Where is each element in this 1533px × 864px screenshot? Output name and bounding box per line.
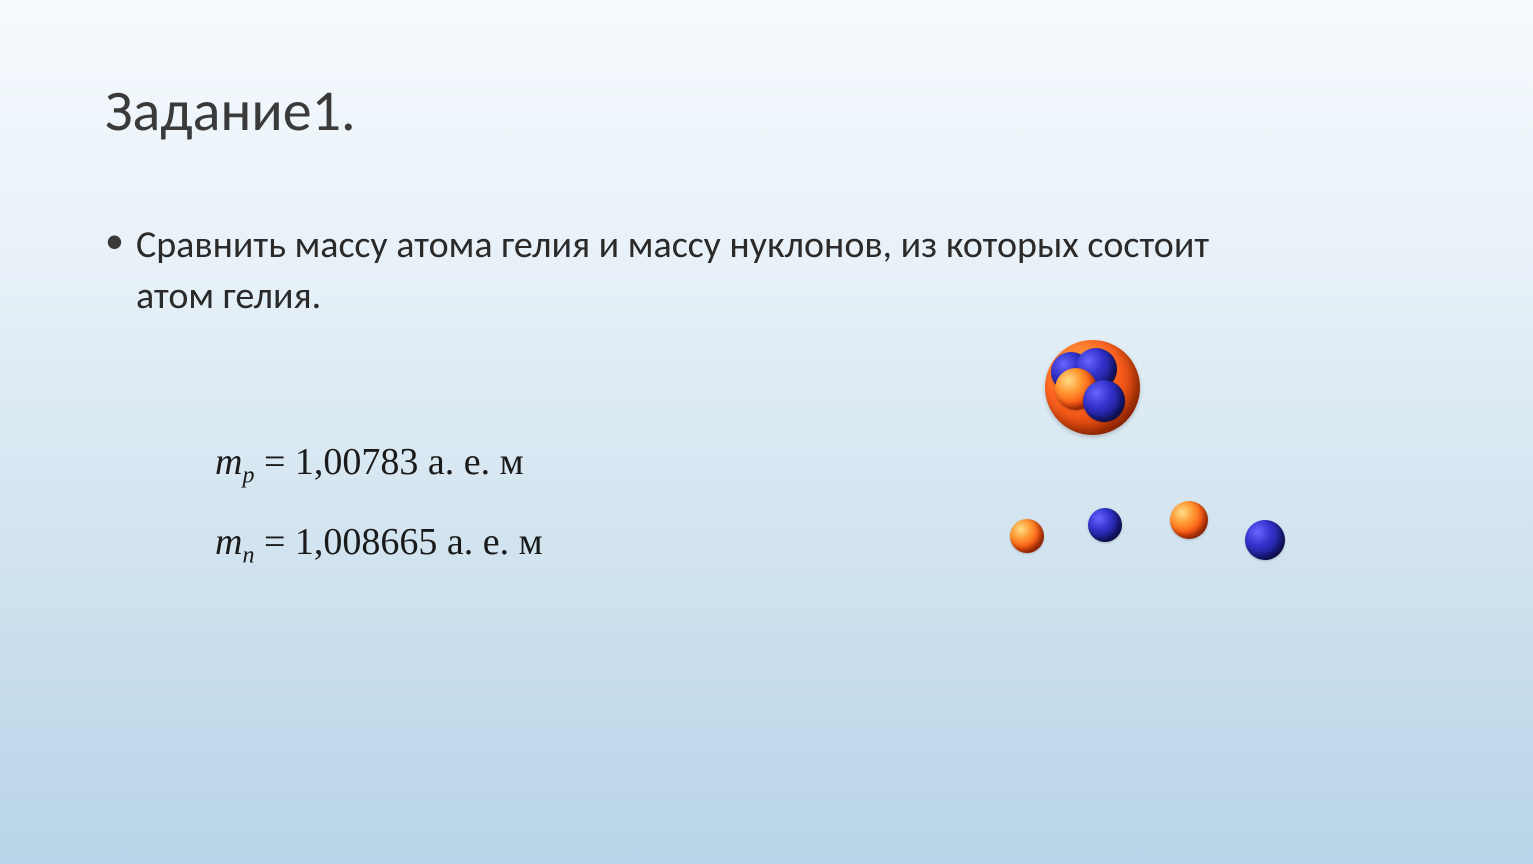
formula-block: mp = 1,00783 а. е. м mn = 1,008665 а. е.… [215,440,543,599]
unit-aem: а. е. м [447,521,543,563]
free-proton-icon [1010,519,1044,553]
symbol-m: m [215,441,242,483]
bullet-marker: • [105,218,124,264]
free-neutron-icon [1245,520,1285,560]
neutron-mass-value: 1,008665 [295,521,438,563]
equals-sign: = [264,521,285,563]
helium-nucleus [1045,340,1140,435]
free-proton-icon [1170,501,1208,539]
neutron-mass-formula: mn = 1,008665 а. е. м [215,520,543,570]
proton-mass-formula: mp = 1,00783 а. е. м [215,440,543,490]
free-neutron-icon [1088,508,1122,542]
subscript-p: p [242,463,254,489]
subscript-n: n [242,542,254,568]
slide-title: Задание1. [105,75,356,146]
bullet-text: Сравнить массу атома гелия и массу нукло… [136,220,1236,323]
unit-aem: а. е. м [428,441,524,483]
proton-mass-value: 1,00783 [295,441,419,483]
bullet-block: • Сравнить массу атома гелия и массу нук… [105,220,1236,323]
symbol-m: m [215,521,242,563]
equals-sign: = [264,441,285,483]
neutron-icon [1083,380,1125,422]
